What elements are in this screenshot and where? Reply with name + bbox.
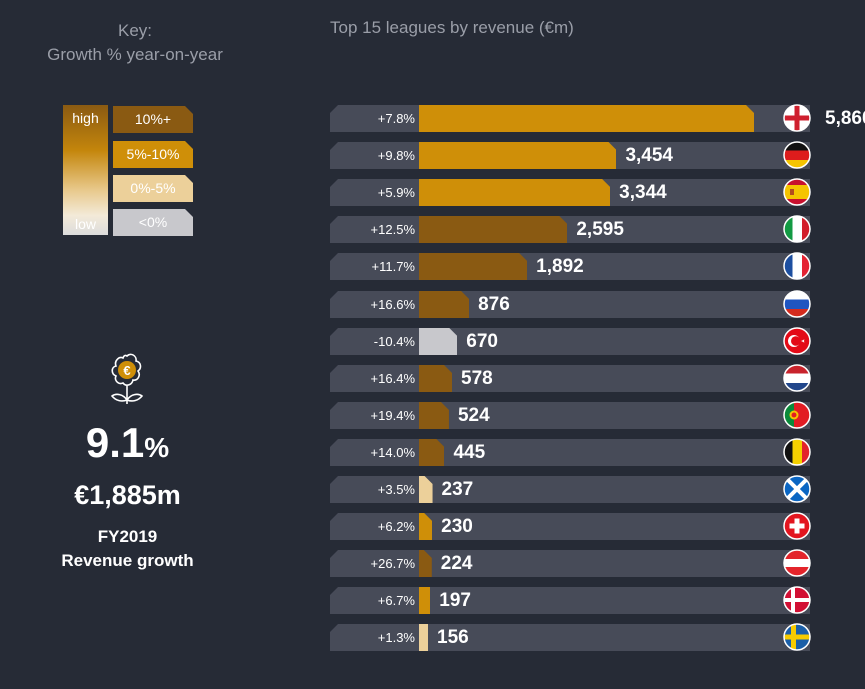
italy-flag-icon — [783, 215, 811, 243]
bar-track — [330, 624, 810, 651]
scotland-flag-icon — [783, 475, 811, 503]
growth-percentage: 9.1% — [0, 418, 255, 473]
switzerland-flag-icon — [783, 512, 811, 540]
revenue-value-label: 197 — [439, 590, 471, 611]
growth-gradient-scale: high low — [63, 105, 108, 235]
netherlands-flag-icon — [783, 364, 811, 392]
growth-unit: % — [144, 432, 170, 463]
growth-label: +6.2% — [377, 519, 415, 534]
germany-flag-icon — [783, 141, 811, 169]
bar-track — [330, 365, 810, 392]
growth-value: 9.1 — [85, 419, 145, 466]
bar-track — [330, 253, 810, 280]
revenue-value-label: 670 — [466, 331, 498, 352]
growth-label: +3.5% — [377, 482, 415, 497]
bar-track — [330, 291, 810, 318]
growth-label: +16.6% — [370, 297, 415, 312]
revenue-value-label: 3,344 — [619, 182, 667, 203]
revenue-bar — [419, 142, 616, 169]
revenue-bar — [419, 253, 527, 280]
bar-track — [330, 587, 810, 614]
england-flag-icon — [783, 104, 811, 132]
key-item-negative: <0% — [113, 209, 193, 236]
gradient-low-label: low — [74, 216, 96, 232]
austria-flag-icon — [783, 549, 811, 577]
revenue-bar — [419, 179, 610, 206]
revenue-value-label: 230 — [441, 516, 473, 537]
revenue-bar — [419, 365, 452, 392]
revenue-value-label: 1,892 — [536, 256, 584, 277]
gradient-high-label: high — [72, 110, 99, 126]
revenue-bar — [419, 476, 433, 503]
bar-track — [330, 476, 810, 503]
russia-flag-icon — [783, 290, 811, 318]
revenue-bar — [419, 587, 431, 614]
revenue-value-label: 876 — [478, 294, 510, 315]
revenue-bar — [419, 624, 428, 651]
revenue-bar — [419, 439, 444, 466]
fiscal-year: FY2019 — [97, 527, 158, 546]
revenue-bar — [419, 216, 567, 243]
revenue-bar — [419, 328, 457, 355]
growth-label: +5.9% — [377, 185, 415, 200]
growth-label: +6.7% — [377, 593, 415, 608]
denmark-flag-icon — [783, 586, 811, 614]
revenue-value-label: 224 — [440, 553, 473, 574]
key-subtitle: Growth % year-on-year — [47, 45, 223, 64]
revenue-growth-amount: €1,885m — [74, 480, 181, 510]
summary-caption: Revenue growth — [61, 551, 194, 570]
bar-track — [330, 513, 810, 540]
revenue-value-label: 237 — [441, 479, 474, 500]
bar-track — [330, 328, 810, 355]
growth-label: +1.3% — [377, 630, 415, 645]
growth-label: +12.5% — [370, 222, 415, 237]
bar-track — [330, 439, 810, 466]
sweden-flag-icon — [783, 623, 811, 651]
money-plant-euro-icon: € — [110, 353, 144, 404]
bar-track — [330, 216, 810, 243]
revenue-value-label: 445 — [453, 442, 486, 463]
portugal-flag-icon — [783, 401, 811, 429]
revenue-value-label: 2,595 — [576, 219, 624, 240]
revenue-value-label: 156 — [437, 627, 469, 648]
growth-label: +9.8% — [377, 148, 415, 163]
growth-label: +7.8% — [377, 111, 415, 126]
period-label: FY2019 Revenue growth — [0, 525, 255, 573]
revenue-bar — [419, 291, 469, 318]
key-item-0-5: 0%-5% — [113, 175, 193, 202]
revenue-value-label: 524 — [457, 405, 490, 426]
growth-label: +11.7% — [371, 259, 416, 274]
revenue-bar — [419, 402, 449, 429]
chart-title: Top 15 leagues by revenue (€m) — [330, 18, 574, 37]
revenue-bar — [419, 105, 754, 132]
key-item-10-plus: 10%+ — [113, 106, 193, 133]
growth-label: +16.4% — [370, 371, 415, 386]
svg-text:€: € — [123, 363, 130, 378]
revenue-bar — [419, 550, 432, 577]
key-item-5-10: 5%-10% — [113, 141, 193, 168]
growth-label: -10.4% — [373, 334, 415, 349]
turkey-flag-icon — [783, 327, 811, 355]
key-title: Key: — [117, 21, 153, 40]
bar-track — [330, 550, 810, 577]
spain-flag-icon — [783, 178, 811, 206]
revenue-value-label: 578 — [461, 368, 493, 389]
revenue-value-label: 5,860 — [825, 108, 865, 129]
growth-label: +26.7% — [370, 556, 415, 571]
belgium-flag-icon — [783, 438, 811, 466]
bar-track — [330, 402, 810, 429]
growth-label: +19.4% — [370, 408, 415, 423]
revenue-value-label: 3,454 — [625, 145, 673, 166]
growth-label: +14.0% — [370, 445, 415, 460]
france-flag-icon — [783, 252, 811, 280]
revenue-bar — [419, 513, 432, 540]
